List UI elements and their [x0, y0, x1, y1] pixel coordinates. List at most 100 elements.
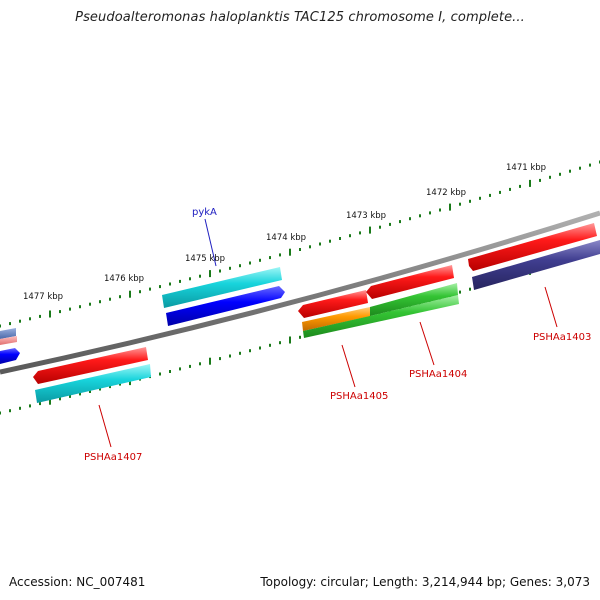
leader-line-pshaa1405: [341, 344, 356, 388]
outer-ruler-major-tick: [529, 179, 531, 187]
leader-line-pshaa1407: [98, 404, 112, 448]
inner-ruler-minor-tick: [0, 411, 1, 415]
inner-ruler-minor-tick: [239, 351, 241, 355]
inner-ruler-minor-tick: [19, 406, 21, 410]
cds-feature-pshaa1405-orange[interactable]: [302, 307, 371, 331]
inner-ruler-minor-tick: [159, 372, 161, 376]
outer-ruler-minor-tick: [419, 214, 421, 218]
outer-ruler-minor-tick: [159, 285, 161, 289]
tick-label-1471: 1471 kbp: [506, 163, 546, 173]
outer-ruler-major-tick: [449, 203, 451, 211]
outer-ruler-minor-tick: [79, 305, 81, 309]
inner-ruler-major-tick: [209, 357, 211, 365]
cds-feature-pshaa1407-cyan[interactable]: [35, 364, 151, 403]
inner-ruler-minor-tick: [9, 409, 11, 413]
outer-ruler-minor-tick: [69, 307, 71, 311]
tick-label-1475: 1475 kbp: [185, 254, 225, 264]
inner-ruler-minor-tick: [39, 402, 41, 406]
gene-feature-pykA-cyan[interactable]: [162, 267, 282, 308]
outer-ruler-minor-tick: [299, 248, 301, 251]
outer-ruler-minor-tick: [569, 169, 571, 173]
inner-ruler-minor-tick: [29, 404, 31, 408]
partial-feature-pink[interactable]: [0, 336, 17, 345]
outer-ruler-minor-tick: [379, 225, 381, 229]
outer-ruler-minor-tick: [169, 282, 171, 286]
outer-ruler-major-tick: [209, 270, 211, 278]
gene-label-pshaa1405[interactable]: PSHAa1405: [330, 391, 388, 402]
inner-ruler-major-tick: [289, 336, 291, 344]
outer-ruler-minor-tick: [309, 245, 311, 249]
outer-ruler-minor-tick: [459, 202, 461, 206]
outer-ruler-minor-tick: [589, 163, 591, 167]
leader-line-pykA: [204, 218, 217, 267]
tick-label-1473: 1473 kbp: [346, 211, 386, 221]
outer-ruler-major-tick: [289, 248, 291, 256]
gene-label-pshaa1407[interactable]: PSHAa1407: [84, 452, 142, 463]
inner-ruler-minor-tick: [79, 392, 81, 396]
gene-feature-pshaa1405-red[interactable]: [298, 290, 368, 318]
inner-ruler-minor-tick: [99, 387, 101, 391]
outer-ruler-minor-tick: [29, 317, 31, 321]
outer-ruler-minor-tick: [0, 324, 1, 328]
gene-feature-pshaa1404-red[interactable]: [366, 265, 454, 299]
inner-ruler-minor-tick: [269, 343, 271, 347]
outer-ruler-minor-tick: [179, 279, 181, 283]
inner-ruler-minor-tick: [199, 362, 201, 366]
gene-feature-pshaa1403-red[interactable]: [468, 223, 597, 271]
outer-ruler-major-tick: [129, 290, 131, 298]
outer-ruler-minor-tick: [559, 172, 561, 176]
cds-feature-pshaa1403-navy[interactable]: [472, 240, 600, 290]
inner-ruler-minor-tick: [279, 341, 281, 345]
outer-ruler-minor-tick: [579, 166, 581, 170]
outer-ruler-minor-tick: [109, 297, 111, 301]
outer-ruler-minor-tick: [219, 269, 221, 273]
cds-feature-pshaa1404-green[interactable]: [303, 295, 459, 338]
outer-ruler-minor-tick: [249, 261, 251, 265]
outer-ruler-minor-tick: [39, 314, 41, 318]
outer-ruler-minor-tick: [439, 208, 441, 212]
chromosome-backbone: [0, 210, 600, 375]
inner-ruler-minor-tick: [89, 390, 91, 393]
outer-ruler-major-tick: [369, 226, 371, 234]
outer-ruler-minor-tick: [359, 231, 361, 235]
inner-ruler-minor-tick: [179, 367, 181, 371]
map-title: Pseudoalteromonas haloplanktis TAC125 ch…: [75, 10, 525, 25]
outer-ruler-minor-tick: [239, 264, 241, 268]
gene-label-pykA[interactable]: pykA: [192, 207, 217, 218]
outer-ruler-minor-tick: [479, 196, 481, 200]
tick-label-1472: 1472 kbp: [426, 188, 466, 198]
inner-ruler-minor-tick: [469, 287, 471, 291]
partial-feature-blue[interactable]: [0, 348, 20, 364]
outer-ruler-minor-tick: [539, 178, 541, 182]
inner-ruler-minor-tick: [169, 370, 171, 373]
outer-ruler-minor-tick: [279, 253, 281, 257]
outer-ruler-minor-tick: [429, 211, 431, 215]
cds-feature-pykA-blue[interactable]: [166, 286, 285, 326]
inner-ruler-minor-tick: [109, 385, 111, 389]
gene-label-pshaa1404[interactable]: PSHAa1404: [409, 369, 467, 380]
outer-ruler-minor-tick: [269, 256, 271, 260]
outer-ruler-minor-tick: [469, 199, 471, 203]
genome-summary-text: Topology: circular; Length: 3,214,944 bp…: [260, 575, 590, 589]
outer-ruler-minor-tick: [339, 237, 341, 240]
tick-label-1476: 1476 kbp: [104, 274, 144, 284]
inner-ruler-minor-tick: [119, 382, 121, 386]
inner-ruler-minor-tick: [299, 335, 301, 339]
partial-feature-steel[interactable]: [0, 328, 16, 339]
outer-ruler-minor-tick: [9, 322, 11, 326]
outer-ruler-minor-tick: [59, 310, 61, 314]
outer-ruler-major-tick: [49, 310, 51, 318]
outer-ruler-minor-tick: [19, 319, 21, 323]
inner-ruler-minor-tick: [259, 346, 261, 350]
cds-feature-green-upper[interactable]: [370, 283, 458, 316]
gene-label-pshaa1403[interactable]: PSHAa1403: [533, 332, 591, 343]
outer-ruler-minor-tick: [499, 190, 501, 194]
inner-ruler-minor-tick: [59, 397, 61, 401]
gene-feature-pshaa1407-red[interactable]: [33, 347, 148, 384]
outer-ruler-minor-tick: [489, 193, 491, 197]
outer-ruler-minor-tick: [259, 258, 261, 262]
outer-ruler-minor-tick: [519, 184, 521, 188]
outer-ruler-minor-tick: [329, 239, 331, 243]
outer-ruler-minor-tick: [399, 220, 401, 224]
